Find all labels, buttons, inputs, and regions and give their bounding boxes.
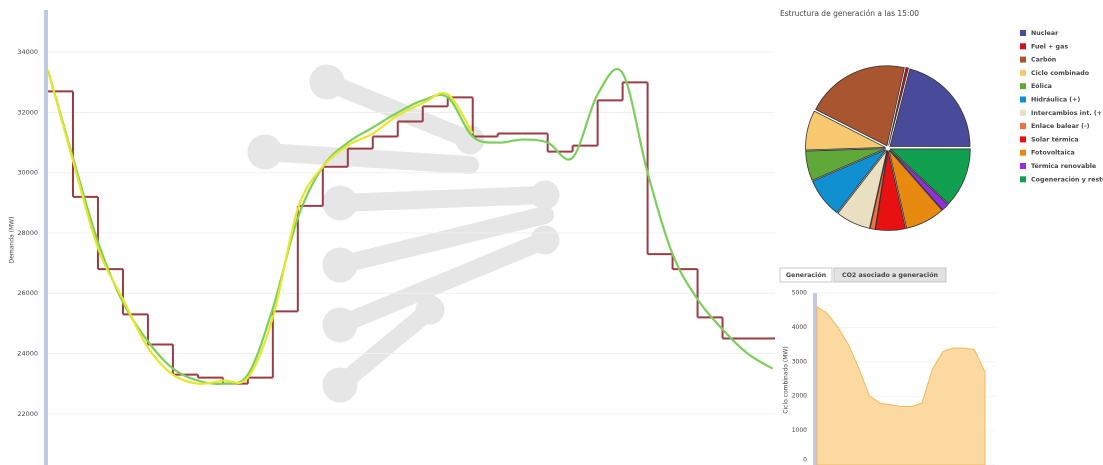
- y-tick-label: 24000: [17, 350, 38, 358]
- tab-label[interactable]: Generación: [786, 271, 826, 279]
- legend-swatch: [1020, 69, 1026, 76]
- y-axis: [813, 293, 817, 465]
- y-tick-label: 30000: [17, 169, 38, 177]
- y-tick-label: 5000: [792, 290, 807, 297]
- y-axis-label: Demanda (MW): [9, 217, 16, 264]
- legend-swatch: [1020, 176, 1026, 183]
- y-tick-label: 4000: [792, 324, 807, 331]
- tab[interactable]: [779, 267, 833, 283]
- pie-slice: [805, 148, 886, 181]
- y-tick-label: 28000: [17, 229, 38, 237]
- y-tick-label: 1000: [792, 427, 807, 434]
- legend-label: Fotovoltaica: [1031, 150, 1075, 157]
- y-axis-label: Ciclo combinado (MW): [783, 346, 790, 413]
- legend-swatch: [1020, 56, 1026, 63]
- pie-slice: [837, 150, 888, 229]
- line: [46, 67, 774, 386]
- legend-swatch: [1020, 109, 1026, 116]
- pie-chart: Estructura de generación a las 15:00 Nuc…: [780, 9, 1103, 231]
- legend-swatch: [1020, 30, 1026, 36]
- pie-title: Estructura de generación a las 15:00: [780, 9, 919, 18]
- step-line: [48, 81, 775, 385]
- legend-label: Intercambios int. (+): [1031, 110, 1103, 117]
- legend-label: Carbón: [1031, 56, 1056, 64]
- y-tick-label: 22000: [17, 410, 38, 418]
- pie-slice: [812, 149, 887, 214]
- legend-label: Cogeneración y resto: [1031, 175, 1103, 183]
- legend-label: Térmica renovable: [1031, 162, 1096, 170]
- pie-slice: [889, 149, 949, 211]
- area-chart: Ciclo combinado (MW) Generación CO2 asoci…: [779, 267, 995, 465]
- y-tick-label: 0: [803, 457, 807, 464]
- legend-swatch: [1020, 43, 1026, 50]
- line: [46, 69, 474, 385]
- legend-label: Nuclear: [1031, 30, 1059, 37]
- legend-label: Eólica: [1031, 82, 1052, 90]
- pie-slice: [869, 150, 888, 230]
- legend-label: Enlace balear (-): [1031, 123, 1090, 130]
- y-tick-label: 3000: [792, 358, 807, 365]
- legend-swatch: [1020, 136, 1026, 143]
- legend-label: Ciclo combinado: [1031, 70, 1090, 77]
- y-tick-label: 26000: [17, 289, 38, 297]
- y-tick-label: 32000: [17, 108, 38, 116]
- legend-swatch: [1020, 96, 1026, 103]
- tab[interactable]: [833, 267, 947, 283]
- y-axis: [44, 10, 48, 465]
- pie-slice: [888, 67, 909, 146]
- legend-label: Solar térmica: [1031, 135, 1079, 143]
- legend-label: Hidráulica (+): [1031, 96, 1080, 104]
- pie-slice: [889, 148, 971, 205]
- pie-slice: [815, 65, 905, 147]
- legend-swatch: [1020, 83, 1026, 90]
- demand-chart: Demanda (MW) 22000 24000 26000 28000 30000 32…: [9, 10, 775, 465]
- legend-swatch: [1020, 163, 1026, 169]
- pie-slice: [875, 150, 907, 231]
- y-tick-label: 2000: [792, 393, 807, 400]
- pie-slice: [805, 110, 886, 151]
- legend-swatch: [1020, 149, 1026, 156]
- legend-label: Fuel + gas: [1031, 43, 1068, 50]
- pie-slice: [889, 68, 971, 147]
- watermark: [247, 64, 560, 403]
- legend-swatch: [1020, 123, 1026, 130]
- tab-label[interactable]: CO2 asociado a generación: [842, 271, 938, 279]
- y-tick-label: 34000: [17, 48, 38, 56]
- pie-slice: [888, 149, 943, 229]
- area: [816, 305, 986, 465]
